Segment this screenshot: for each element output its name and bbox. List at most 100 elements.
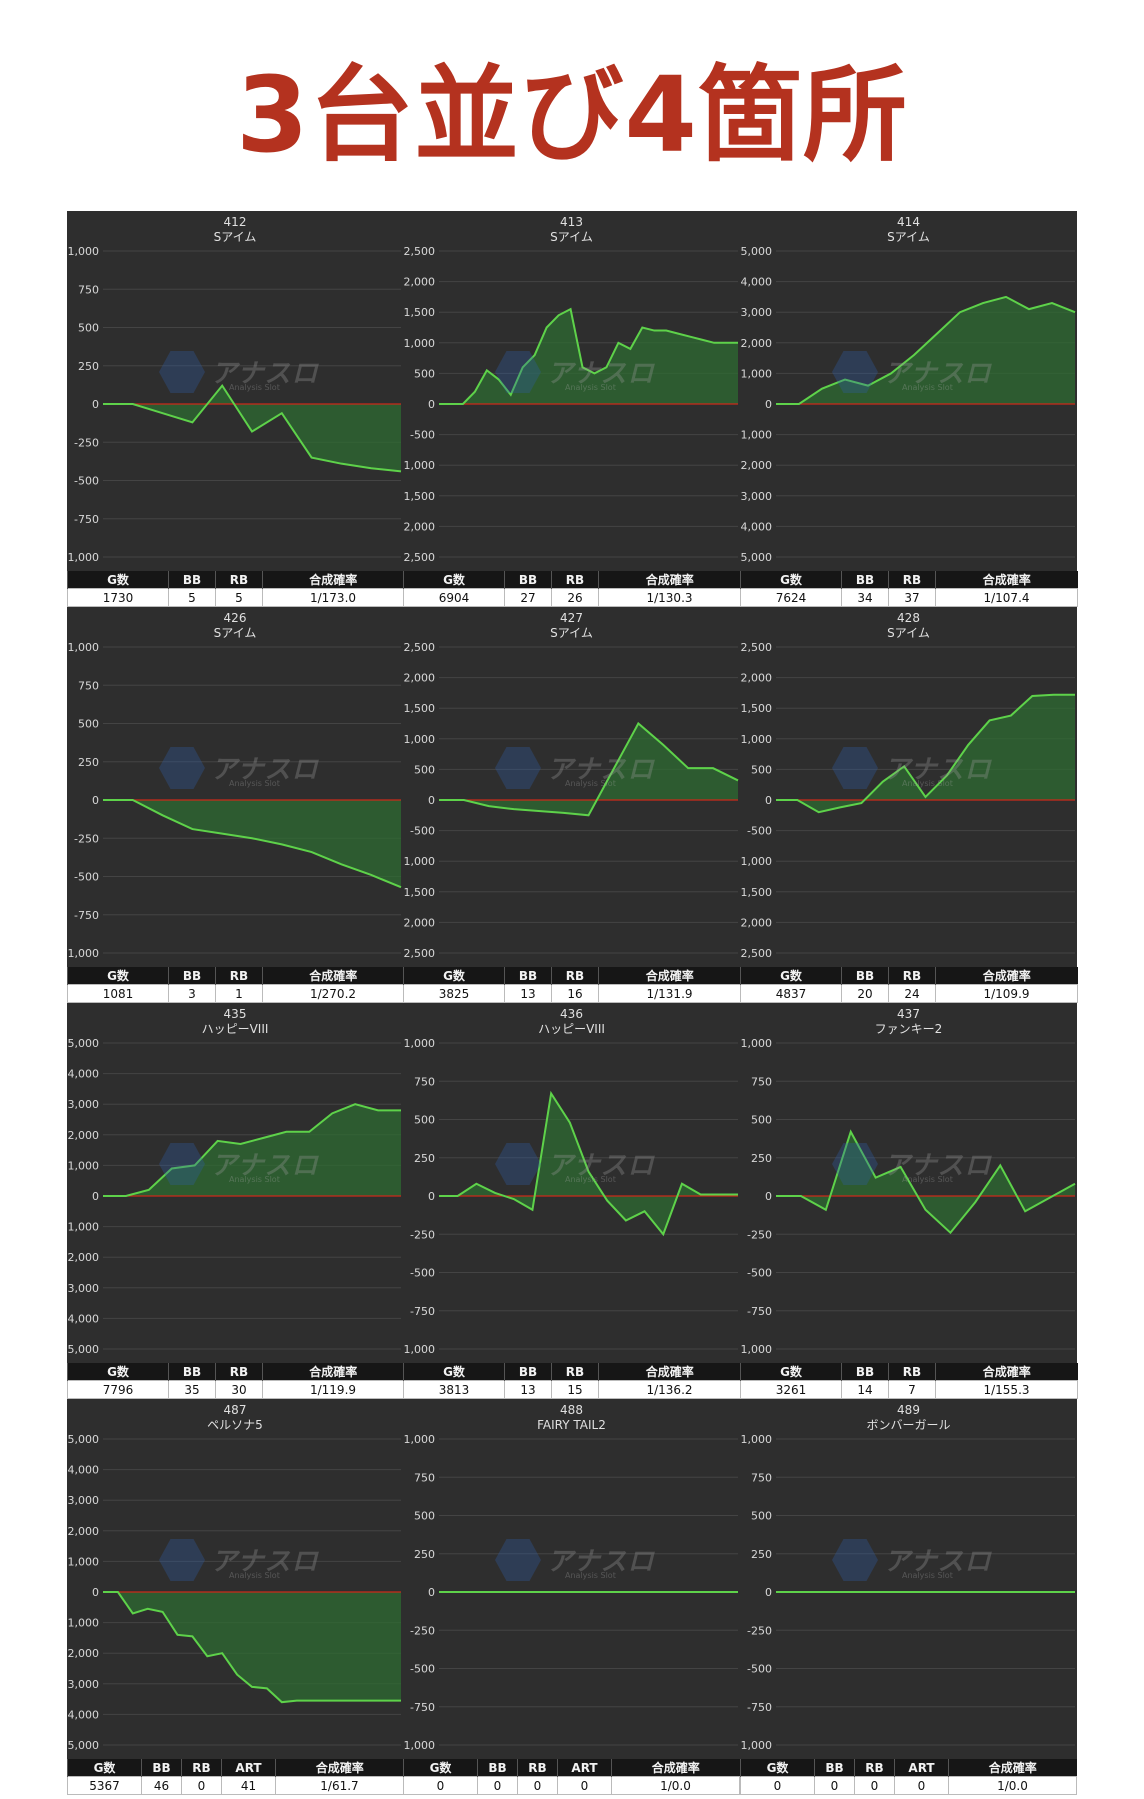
stats-value: 5	[215, 588, 263, 607]
stats-value-row: 3813 13 15 1/136.2	[403, 1380, 741, 1399]
stats-header-row: G数 BB RB 合成確率	[403, 571, 741, 589]
y-tick-label: -2,000	[403, 916, 435, 929]
stats-header: BB	[504, 571, 552, 589]
chart-title: 428 Sアイム	[740, 611, 1077, 641]
chart-title: 426 Sアイム	[67, 611, 403, 641]
stats-table: G数 BB RB 合成確率 4837 20 24 1/109.9	[740, 967, 1078, 1003]
y-tick-label: -5,000	[740, 551, 772, 564]
chart-area: 487 ペルソナ5 5,000 4,000 3,000 2,000 1,000 0 -1,000…	[67, 1399, 403, 1759]
stats-header: G数	[740, 571, 842, 589]
y-tick-label: 1,000	[741, 1433, 773, 1446]
chart-title: 413 Sアイム	[403, 215, 740, 245]
chart-area: 412 Sアイム 1,000 750 500 250 0 -250 -500 -750 -1,000…	[67, 211, 403, 571]
chart-title: 489 ボンバーガール	[740, 1403, 1077, 1433]
chart-svg: 1,000 750 500 250 0 -250 -500 -750 -1,000	[740, 1037, 1076, 1356]
stats-header: G数	[740, 1363, 842, 1381]
y-tick-label: -250	[410, 1624, 435, 1637]
y-tick-label: 2,000	[741, 337, 773, 350]
stats-header: G数	[67, 967, 169, 985]
machine-number: 428	[897, 611, 920, 625]
stats-value: 3261	[740, 1380, 842, 1399]
chart-title: 436 ハッピーVIII	[403, 1007, 740, 1037]
chart-svg: 2,500 2,000 1,500 1,000 500 0 -500 -1,000 -1,500…	[403, 641, 739, 960]
y-tick-label: -4,000	[67, 1708, 99, 1721]
stats-header: BB	[841, 571, 889, 589]
y-tick-label: 1,500	[404, 306, 436, 319]
y-tick-label: 3,000	[68, 1494, 100, 1507]
stats-value: 3813	[403, 1380, 505, 1399]
stats-header: RB	[551, 967, 599, 985]
y-tick-label: 1,000	[741, 1037, 773, 1050]
machine-number: 413	[560, 215, 583, 229]
stats-value: 6904	[403, 588, 505, 607]
chart-title: 487 ペルソナ5	[67, 1403, 403, 1433]
stats-header: RB	[517, 1759, 558, 1777]
y-tick-label: -2,000	[67, 1251, 99, 1264]
y-tick-label: 0	[92, 794, 99, 807]
y-tick-label: 0	[428, 794, 435, 807]
y-tick-label: 3,000	[741, 306, 773, 319]
stats-table: G数 BB RB 合成確率 3825 13 16 1/131.9	[403, 967, 741, 1003]
stats-table: G数 BB RB ART 合成確率 0 0 0 0 1/0.0	[740, 1759, 1077, 1795]
y-tick-label: -1,000	[403, 855, 435, 868]
y-tick-label: 0	[92, 398, 99, 411]
series-area	[776, 296, 1075, 404]
stats-header: BB	[504, 1363, 552, 1381]
stats-table: G数 BB RB ART 合成確率 5367 46 0 41 1/61.7	[67, 1759, 404, 1795]
machine-number: 414	[897, 215, 920, 229]
y-tick-label: -500	[747, 1663, 772, 1676]
y-tick-label: 3,000	[68, 1098, 100, 1111]
stats-value: 26	[551, 588, 599, 607]
page-title: 3台並び4箇所	[236, 54, 908, 176]
series-line	[776, 693, 1075, 814]
stats-header: RB	[215, 1363, 263, 1381]
series-area	[103, 1104, 401, 1196]
stats-value: 46	[141, 1776, 182, 1795]
y-tick-label: 1,000	[404, 1433, 436, 1446]
y-tick-label: 500	[751, 763, 772, 776]
stats-value: 1/61.7	[275, 1776, 404, 1795]
machine-number: 437	[897, 1007, 920, 1021]
y-tick-label: 750	[78, 283, 99, 296]
stats-header: RB	[215, 571, 263, 589]
y-tick-label: 250	[751, 1152, 772, 1165]
chart-panel-413: 413 Sアイム 2,500 2,000 1,500 1,000 500 0 -500 -1,00…	[403, 211, 741, 607]
y-tick-label: -3,000	[67, 1282, 99, 1295]
stats-value: 13	[504, 1380, 552, 1399]
y-tick-label: 750	[78, 679, 99, 692]
chart-panel-427: 427 Sアイム 2,500 2,000 1,500 1,000 500 0 -500 -1,00…	[403, 607, 741, 1003]
y-tick-label: 250	[78, 756, 99, 769]
y-tick-label: -1,000	[740, 1739, 772, 1752]
stats-header: 合成確率	[262, 571, 404, 589]
stats-value: 1/173.0	[262, 588, 404, 607]
machine-name: Sアイム	[213, 230, 257, 244]
y-tick-label: 500	[414, 1510, 435, 1523]
y-tick-label: 500	[78, 322, 99, 335]
stats-value: 0	[894, 1776, 949, 1795]
stats-header-row: G数 BB RB ART 合成確率	[740, 1759, 1077, 1777]
y-tick-label: 1,500	[404, 702, 436, 715]
stats-header: RB	[854, 1759, 895, 1777]
machine-name: ハッピーVIII	[538, 1022, 605, 1036]
stats-table: G数 BB RB 合成確率 6904 27 26 1/130.3	[403, 571, 741, 607]
y-tick-label: 4,000	[68, 1464, 100, 1477]
y-tick-label: 500	[751, 1114, 772, 1127]
y-tick-label: -2,000	[740, 459, 772, 472]
machine-name: FAIRY TAIL2	[537, 1418, 606, 1432]
y-tick-label: 0	[765, 1586, 772, 1599]
stats-header: ART	[557, 1759, 612, 1777]
stats-value: 20	[841, 984, 889, 1003]
series-line	[776, 295, 1076, 405]
chart-svg: 2,500 2,000 1,500 1,000 500 0 -500 -1,000 -1,500…	[740, 641, 1075, 960]
y-tick-label: -2,500	[403, 947, 435, 960]
stats-value: 0	[854, 1776, 895, 1795]
stats-header: 合成確率	[275, 1759, 404, 1777]
stats-value: 1/136.2	[598, 1380, 741, 1399]
stats-header: BB	[841, 1363, 889, 1381]
y-tick-label: 4,000	[68, 1068, 100, 1081]
stats-value: 30	[215, 1380, 263, 1399]
y-tick-label: -1,000	[67, 1221, 99, 1234]
stats-value: 1081	[67, 984, 169, 1003]
stats-header-row: G数 BB RB 合成確率	[403, 1363, 741, 1381]
stats-header: RB	[551, 571, 599, 589]
